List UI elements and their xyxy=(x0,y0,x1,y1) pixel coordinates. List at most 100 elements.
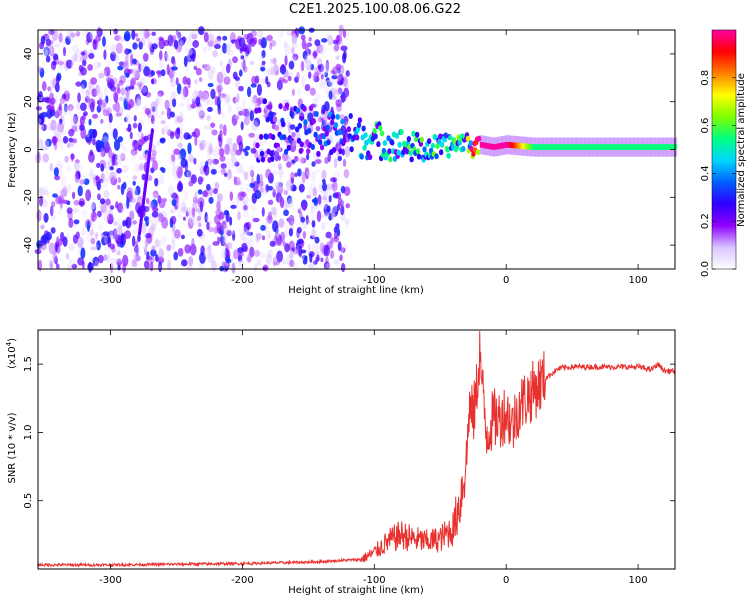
spectrogram-noise-blob xyxy=(196,105,204,118)
spectrogram-noise-blob xyxy=(343,186,351,197)
spectrogram-signal-line xyxy=(517,142,520,149)
spectrogram-noise-blob xyxy=(244,151,249,157)
spectrogram-noise-blob xyxy=(86,32,93,43)
spectrogram-noise-blob xyxy=(221,247,228,259)
spectrogram-y-axis-label: Frequency (Hz) xyxy=(7,112,18,188)
spectrogram-noise-blob xyxy=(316,58,323,66)
spectrogram-signal-line xyxy=(644,144,647,150)
spectrogram-noise-blob xyxy=(45,232,52,241)
spectrogram-noise-blob xyxy=(151,223,157,231)
spectrogram-signal-blob xyxy=(394,132,400,139)
spectrogram-noise-blob xyxy=(288,60,295,70)
spectrogram-noise-blob xyxy=(63,103,68,113)
spectrogram-noise-blob xyxy=(214,43,221,50)
spectrogram-noise-blob xyxy=(160,69,166,77)
spectrogram-noise-blob xyxy=(88,171,94,181)
spectrogram-noise-blob xyxy=(48,242,56,255)
spectrogram-noise-blob xyxy=(198,110,206,121)
spectrogram-signal-line xyxy=(484,142,487,149)
spectrogram-noise-blob xyxy=(169,131,175,140)
spectrogram-noise-blob xyxy=(96,240,101,251)
spectrogram-noise-blob xyxy=(250,147,257,154)
spectrogram-noise-blob xyxy=(260,67,266,72)
spectrogram-noise-blob xyxy=(343,168,350,179)
spectrogram-noise-blob xyxy=(191,207,196,218)
spectrogram-noise-blob xyxy=(75,100,81,111)
spectrogram-noise-blob xyxy=(232,142,238,152)
spectrogram-signal-line xyxy=(506,141,509,148)
snr-multiplier: (x104) xyxy=(5,338,18,369)
spectrogram-noise-blob xyxy=(170,238,176,251)
spectrogram-noise-blob xyxy=(113,90,119,103)
spectrogram-noise-blob xyxy=(284,44,291,56)
spectrogram-noise-blob xyxy=(113,229,119,241)
spectrogram-noise-blob xyxy=(226,229,233,237)
spectrogram-noise-blob xyxy=(252,136,260,143)
spectrogram-noise-blob xyxy=(240,191,247,198)
spectrogram-noise-blob xyxy=(250,96,257,104)
spectrogram-signal-line xyxy=(551,144,554,150)
spectrogram-noise-blob xyxy=(286,217,293,222)
spectrogram-signal-line xyxy=(516,142,519,149)
spectrogram-noise-blob xyxy=(160,119,166,125)
spectrogram-noise-blob xyxy=(134,189,140,196)
spectrogram-signal-line xyxy=(515,142,518,149)
colorbar-tick-label: 0.6 xyxy=(700,118,711,134)
spectrogram-noise-blob xyxy=(325,59,330,72)
spectrogram-signal-line xyxy=(670,144,673,150)
spectrogram-noise-blob xyxy=(272,57,277,65)
spectrogram-noise-blob xyxy=(330,177,336,183)
spectrogram-noise-blob xyxy=(203,125,211,130)
spectrogram-noise-blob xyxy=(300,60,305,72)
spectrogram-noise-blob xyxy=(157,256,165,264)
spectrogram-noise-blob xyxy=(50,227,56,234)
spectrogram-noise-blob xyxy=(335,99,342,108)
spectrogram-noise-blob xyxy=(222,234,227,246)
spectrogram-signal-line xyxy=(594,144,597,150)
spectrogram-noise-blob xyxy=(80,122,84,131)
spectrogram-noise-blob xyxy=(40,185,48,192)
spectrogram-noise-blob xyxy=(120,233,124,245)
spectrogram-signal-line xyxy=(606,144,609,150)
spectrogram-noise-blob xyxy=(88,152,95,163)
spectrogram-noise-blob xyxy=(325,231,332,239)
spectrogram-noise-blob xyxy=(100,202,107,214)
spectrogram-noise-blob xyxy=(90,168,94,178)
spectrogram-noise-blob xyxy=(225,258,232,264)
spectrogram-noise-blob xyxy=(145,217,150,227)
spectrogram-noise-blob xyxy=(45,55,51,63)
spectrogram-noise-blob xyxy=(66,263,72,273)
spectrogram-noise-blob xyxy=(342,158,347,167)
spectrogram-noise-blob xyxy=(249,60,255,65)
spectrogram-noise-blob xyxy=(237,211,241,221)
spectrogram-signal-line xyxy=(632,144,635,150)
spectrogram-noise-blob xyxy=(267,249,273,259)
spectrogram-noise-blob xyxy=(192,40,200,48)
spectrogram-noise-blob xyxy=(143,135,149,142)
spectrogram-noise-blob xyxy=(322,119,327,126)
spectrogram-signal-blob xyxy=(284,102,290,109)
spectrogram-signal-line xyxy=(595,144,598,150)
spectrogram-noise-blob xyxy=(247,252,252,263)
spectrogram-noise-blob xyxy=(90,237,96,245)
spectrogram-noise-blob xyxy=(201,233,206,242)
spectrogram-noise-blob xyxy=(67,104,74,112)
spectrogram-noise-blob xyxy=(219,93,227,99)
spectrogram-noise-blob xyxy=(53,167,59,177)
spectrogram-noise-blob xyxy=(265,76,269,85)
spectrogram-noise-blob xyxy=(42,189,50,196)
spectrogram-noise-blob xyxy=(182,76,188,85)
spectrogram-noise-blob xyxy=(60,188,67,197)
spectrogram-noise-blob xyxy=(132,58,137,65)
spectrogram-signal-line xyxy=(575,144,578,150)
spectrogram-noise-blob xyxy=(51,136,58,144)
spectrogram-noise-blob xyxy=(187,170,192,178)
spectrogram-noise-blob xyxy=(155,70,163,75)
spectrogram-noise-blob xyxy=(136,96,142,107)
spectrogram-noise-blob xyxy=(49,162,53,172)
spectrogram-noise-blob xyxy=(314,67,318,73)
spectrogram-noise-blob xyxy=(97,193,101,201)
spectrogram-noise-blob xyxy=(254,189,262,200)
spectrogram-signal-line xyxy=(650,144,653,150)
spectrogram-noise-blob xyxy=(341,94,347,102)
